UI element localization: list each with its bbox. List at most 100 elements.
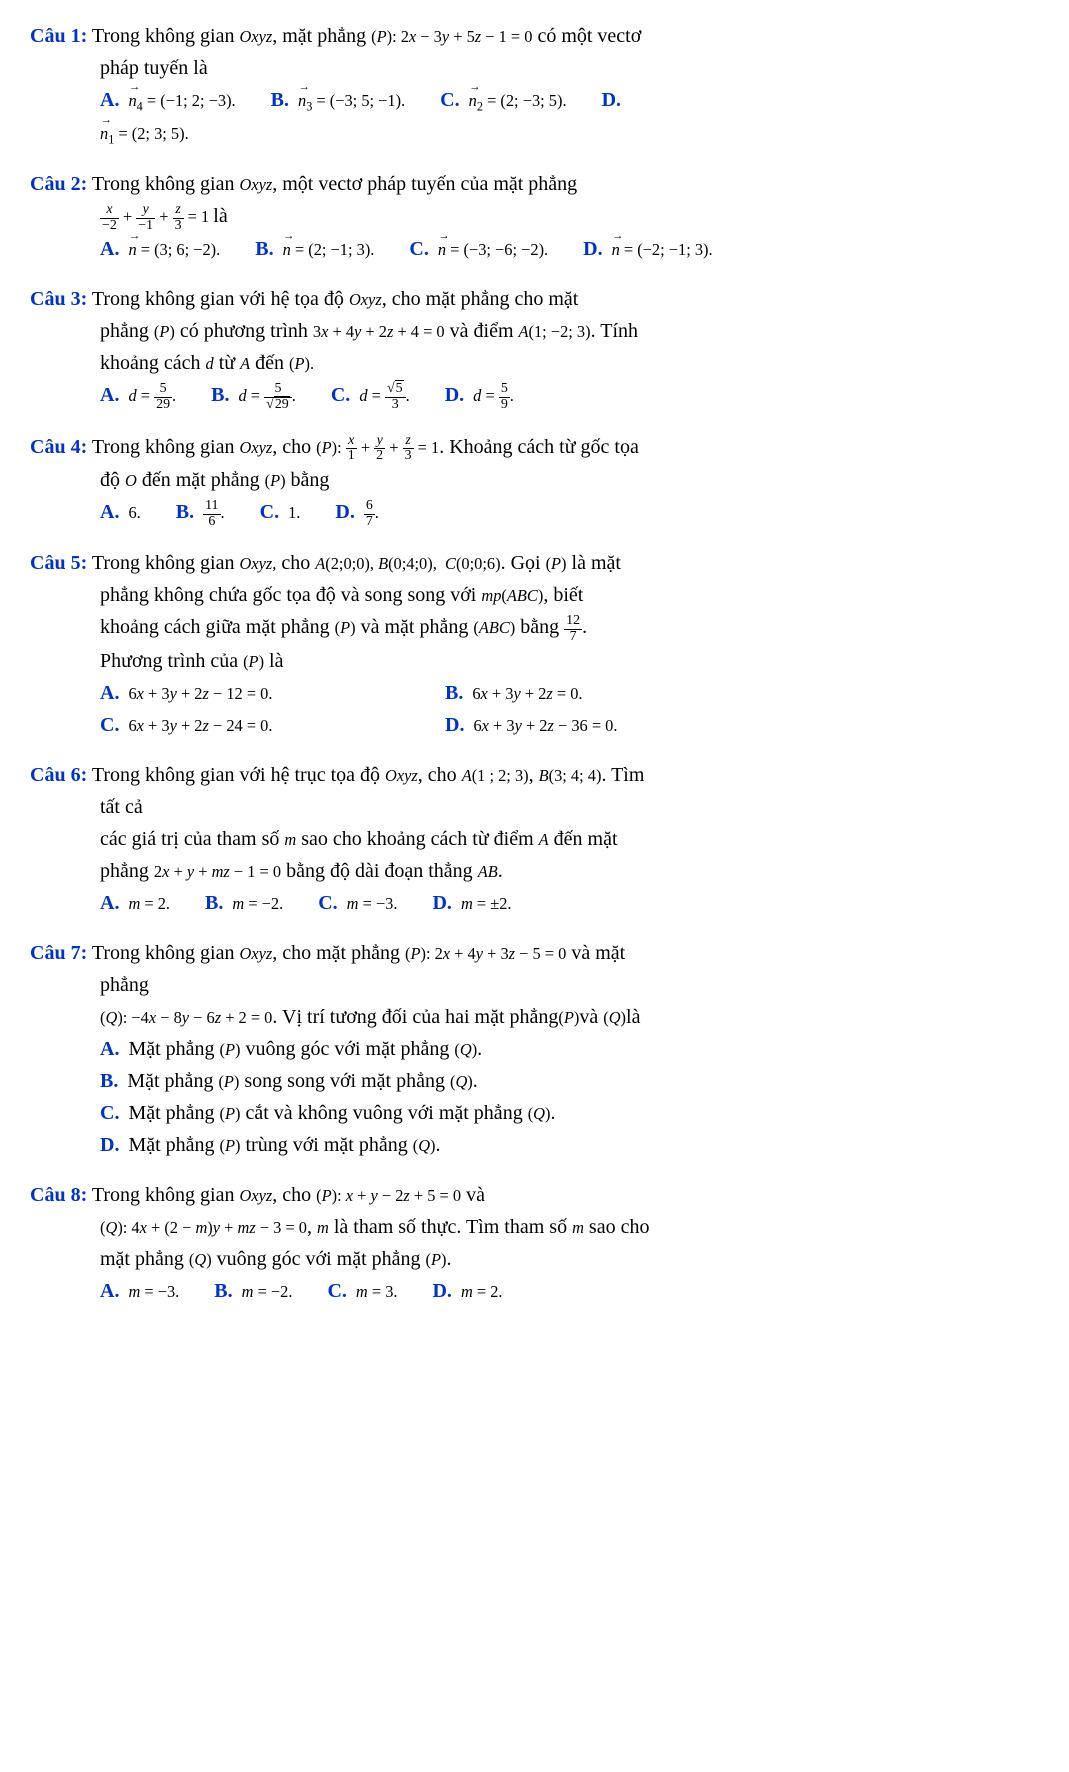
q2-eq-line: x−2 + y−1 + z3 = 1 là: [100, 200, 1039, 233]
q4-label: Câu 4:: [30, 436, 87, 458]
q2-D: n = (−2; −1; 3).: [612, 240, 713, 259]
q1-plane: (P): 2x − 3y + 5z − 1 = 0: [371, 27, 532, 46]
question-3: Câu 3: Trong không gian với hệ tọa độ Ox…: [30, 283, 1039, 412]
q2-C: n = (−3; −6; −2).: [438, 240, 548, 259]
q1-D: n1 = (2; 3; 5).: [100, 124, 189, 143]
q7-line2: phẳng: [100, 969, 1039, 1001]
q2-stem-line1: Câu 2: Trong không gian Oxyz, một vectơ …: [30, 168, 1039, 200]
q2-B: n = (2; −1; 3).: [283, 240, 375, 259]
q2-label: Câu 2:: [30, 173, 87, 195]
q1-label: Câu 1:: [30, 25, 87, 47]
q2-eq: x−2 + y−1 + z3 = 1: [100, 207, 213, 226]
q4-optD: D. 67.: [335, 496, 379, 529]
q7-optC: C. Mặt phẳng (P) cắt và không vuông với …: [100, 1097, 1039, 1129]
q1-options-row1: A. n4 = (−1; 2; −3). B. n3 = (−3; 5; −1)…: [100, 84, 1039, 117]
q8-label: Câu 8:: [30, 1184, 87, 1206]
q1-t3: có một vectơ: [532, 25, 641, 47]
q6-optA: A. m = 2.: [100, 887, 170, 919]
q6-optD: D. m = ±2.: [432, 887, 511, 919]
q6-line4: phẳng 2x + y + mz − 1 = 0 bằng độ dài đo…: [100, 855, 1039, 887]
q3-optB: B. d = 529.: [211, 379, 296, 412]
q8-optB: B. m = −2.: [214, 1275, 292, 1307]
question-5: Câu 5: Trong không gian Oxyz, cho A(2;0;…: [30, 547, 1039, 740]
q8-optD: D. m = 2.: [432, 1275, 502, 1307]
q6-label: Câu 6:: [30, 764, 87, 786]
q5-line1: Câu 5: Trong không gian Oxyz, cho A(2;0;…: [30, 547, 1039, 579]
q1-oxyz: Oxyz: [239, 27, 272, 46]
q1-optC: C. n2 = (2; −3; 5).: [440, 84, 566, 117]
q5-label: Câu 5:: [30, 552, 87, 574]
question-7: Câu 7: Trong không gian Oxyz, cho mặt ph…: [30, 937, 1039, 1161]
q5-optD: D. 6x + 3y + 2z − 36 = 0.: [445, 709, 617, 741]
question-6: Câu 6: Trong không gian với hệ trục tọa …: [30, 759, 1039, 919]
q5-line4: Phương trình của (P) là: [100, 645, 1039, 677]
question-8: Câu 8: Trong không gian Oxyz, cho (P): x…: [30, 1179, 1039, 1307]
optA-label: A.: [100, 89, 119, 111]
q1-stem-line2: pháp tuyến là: [100, 52, 1039, 84]
q6-line3: các giá trị của tham số m sao cho khoảng…: [100, 823, 1039, 855]
q4-optB: B. 116.: [176, 496, 225, 529]
q5-optB: B. 6x + 3y + 2z = 0.: [445, 677, 583, 709]
q1-t2: , mặt phẳng: [272, 25, 371, 47]
optC-label: C.: [440, 89, 459, 111]
q2-optA: A. n = (3; 6; −2).: [100, 233, 220, 265]
q8-options: A. m = −3. B. m = −2. C. m = 3. D. m = 2…: [100, 1275, 1039, 1307]
q1-stem-line1: Câu 1: Trong không gian Oxyz, mặt phẳng …: [30, 20, 1039, 52]
q7-line1: Câu 7: Trong không gian Oxyz, cho mặt ph…: [30, 937, 1039, 969]
q3-line2: phẳng (P) có phương trình 3x + 4y + 2z +…: [100, 315, 1039, 347]
q7-optB: B. Mặt phẳng (P) song song với mặt phẳng…: [100, 1065, 1039, 1097]
q3-line3: khoảng cách d từ A đến (P).: [100, 347, 1039, 379]
q2-A: n = (3; 6; −2).: [128, 240, 220, 259]
q3-optD: D. d = 59.: [445, 379, 514, 412]
q5-line3: khoảng cách giữa mặt phẳng (P) và mặt ph…: [100, 611, 1039, 644]
q2-la: là: [213, 205, 227, 227]
q4-optA: A. 6.: [100, 496, 141, 528]
q2-optD: D. n = (−2; −1; 3).: [583, 233, 713, 265]
q8-line3: mặt phẳng (Q) vuông góc với mặt phẳng (P…: [100, 1243, 1039, 1275]
q2-optC: C. n = (−3; −6; −2).: [409, 233, 548, 265]
q6-optC: C. m = −3.: [318, 887, 397, 919]
q4-options: A. 6. B. 116. C. 1. D. 67.: [100, 496, 1039, 529]
q6-line2: tất cả: [100, 791, 1039, 823]
q7-optA: A. Mặt phẳng (P) vuông góc với mặt phẳng…: [100, 1033, 1039, 1065]
q4-line2: độ O đến mặt phẳng (P) bằng: [100, 464, 1039, 496]
q8-line2: (Q): 4x + (2 − m)y + mz − 3 = 0, m là th…: [100, 1211, 1039, 1243]
q5-optA: A. 6x + 3y + 2z − 12 = 0.: [100, 677, 410, 709]
q6-line1: Câu 6: Trong không gian với hệ trục tọa …: [30, 759, 1039, 791]
q3-line1: Câu 3: Trong không gian với hệ tọa độ Ox…: [30, 283, 1039, 315]
q5-options: A. 6x + 3y + 2z − 12 = 0. B. 6x + 3y + 2…: [100, 677, 1039, 741]
q3-optC: C. d = 53.: [331, 379, 410, 412]
question-4: Câu 4: Trong không gian Oxyz, cho (P): x…: [30, 431, 1039, 530]
q1-optA: A. n4 = (−1; 2; −3).: [100, 84, 236, 117]
q3-options: A. d = 529. B. d = 529. C. d = 53. D. d …: [100, 379, 1039, 412]
optD-label: D.: [602, 89, 621, 111]
q1-B: n3 = (−3; 5; −1).: [298, 91, 405, 110]
q7-optD: D. Mặt phẳng (P) trùng với mặt phẳng (Q)…: [100, 1129, 1039, 1161]
q7-line3: (Q): −4x − 8y − 6z + 2 = 0. Vị trí tương…: [100, 1001, 1039, 1033]
q6-options: A. m = 2. B. m = −2. C. m = −3. D. m = ±…: [100, 887, 1039, 919]
q2-t1: Trong không gian: [92, 173, 240, 195]
q4-optC: C. 1.: [260, 496, 301, 528]
q8-optA: A. m = −3.: [100, 1275, 179, 1307]
q4-line1: Câu 4: Trong không gian Oxyz, cho (P): x…: [30, 431, 1039, 464]
q3-optA: A. d = 529.: [100, 379, 176, 412]
q7-label: Câu 7:: [30, 942, 87, 964]
q5-line2: phẳng không chứa gốc tọa độ và song song…: [100, 579, 1039, 611]
q5-optC: C. 6x + 3y + 2z − 24 = 0.: [100, 709, 410, 741]
question-1: Câu 1: Trong không gian Oxyz, mặt phẳng …: [30, 20, 1039, 150]
q8-line1: Câu 8: Trong không gian Oxyz, cho (P): x…: [30, 1179, 1039, 1211]
q1-C: n2 = (2; −3; 5).: [469, 91, 567, 110]
q2-optB: B. n = (2; −1; 3).: [255, 233, 374, 265]
q3-label: Câu 3:: [30, 288, 87, 310]
optB-label: B.: [271, 89, 289, 111]
q1-optB: B. n3 = (−3; 5; −1).: [271, 84, 406, 117]
q1-t1: Trong không gian: [92, 25, 240, 47]
question-2: Câu 2: Trong không gian Oxyz, một vectơ …: [30, 168, 1039, 265]
q6-optB: B. m = −2.: [205, 887, 283, 919]
q2-t2: , một vectơ pháp tuyến của mặt phẳng: [272, 173, 577, 195]
q1-options-row2: n1 = (2; 3; 5).: [100, 117, 1039, 150]
q8-optC: C. m = 3.: [327, 1275, 397, 1307]
q2-oxyz: Oxyz: [239, 175, 272, 194]
q2-options: A. n = (3; 6; −2). B. n = (2; −1; 3). C.…: [100, 233, 1039, 265]
q1-A: n4 = (−1; 2; −3).: [128, 91, 235, 110]
